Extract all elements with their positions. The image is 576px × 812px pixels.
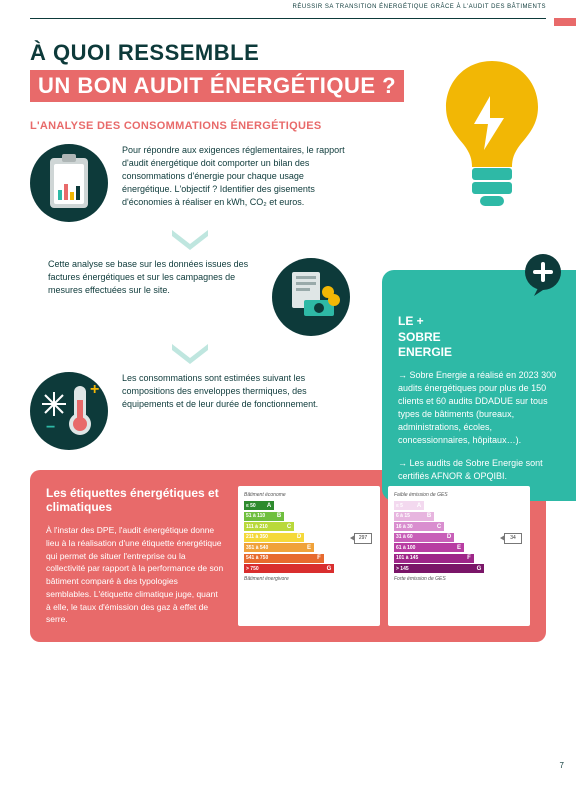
chevron-down-icon (172, 344, 208, 364)
step-3-text: Les consommations sont estimées suivant … (122, 372, 350, 411)
climate-label-card: Faible émission de GES ≤ 5A 6 à 15B16 à 3… (388, 486, 530, 626)
label-bar: ≤ 5A (394, 501, 524, 510)
sidebar-plus-box: LE + SOBRE ENERGIE → Sobre Energie a réa… (382, 270, 576, 501)
label-bar: ≤ 50A (244, 501, 374, 510)
sidebar-heading: LE + SOBRE ENERGIE (398, 314, 566, 361)
energy-label-top: Bâtiment économe (244, 492, 374, 498)
sidebar-bullet-2: → Les audits de Sobre Energie sont certi… (398, 457, 566, 483)
label-pointer: 297 (354, 533, 372, 544)
energy-label-bottom: Bâtiment énergivore (244, 576, 374, 582)
label-bar: 51 à 110B (244, 512, 374, 521)
plus-bubble-icon (520, 252, 566, 298)
thermometer-snow-icon: − + (30, 372, 108, 450)
sidebar-bullet-1: → Sobre Energie a réalisé en 2023 300 au… (398, 369, 566, 447)
label-bar: > 750G (244, 564, 374, 573)
label-pointer: 34 (504, 533, 522, 544)
svg-text:−: − (46, 419, 55, 436)
energy-label-card: Bâtiment économe ≤ 50A 51 à 110B111 à 210… (238, 486, 380, 626)
label-bar: 61 à 100E (394, 543, 524, 552)
clipboard-chart-icon (30, 144, 108, 222)
label-bar: > 145G (394, 564, 524, 573)
page-title-line2: UN BON AUDIT ÉNERGÉTIQUE ? (30, 70, 404, 102)
step-3: − + Les consommations sont estimées suiv… (30, 372, 350, 450)
step-1-text: Pour répondre aux exigences réglementair… (122, 144, 350, 209)
labels-section: Les étiquettes énergétiques et climatiqu… (30, 470, 546, 642)
label-bar: 16 à 30C (394, 522, 524, 531)
svg-text:+: + (90, 381, 99, 398)
step-1: Pour répondre aux exigences réglementair… (30, 144, 350, 222)
page-number: 7 (560, 761, 564, 770)
step-2-text: Cette analyse se base sur les données is… (48, 258, 258, 297)
label-bar: 101 à 145F (394, 554, 524, 563)
label-bar: 351 à 540E (244, 543, 374, 552)
steps-column: Pour répondre aux exigences réglementair… (30, 144, 350, 450)
labels-text: À l'instar des DPE, l'audit énergétique … (46, 524, 224, 626)
invoice-money-icon (272, 258, 350, 336)
label-bar: 111 à 210C (244, 522, 374, 531)
climate-label-top: Faible émission de GES (394, 492, 524, 498)
step-2: Cette analyse se base sur les données is… (30, 258, 350, 336)
label-bar: 541 à 750F (244, 554, 374, 563)
label-bar: 6 à 15B (394, 512, 524, 521)
climate-label-bottom: Forte émission de GES (394, 576, 524, 582)
chevron-down-icon (172, 230, 208, 250)
labels-title: Les étiquettes énergétiques et climatiqu… (46, 486, 224, 514)
